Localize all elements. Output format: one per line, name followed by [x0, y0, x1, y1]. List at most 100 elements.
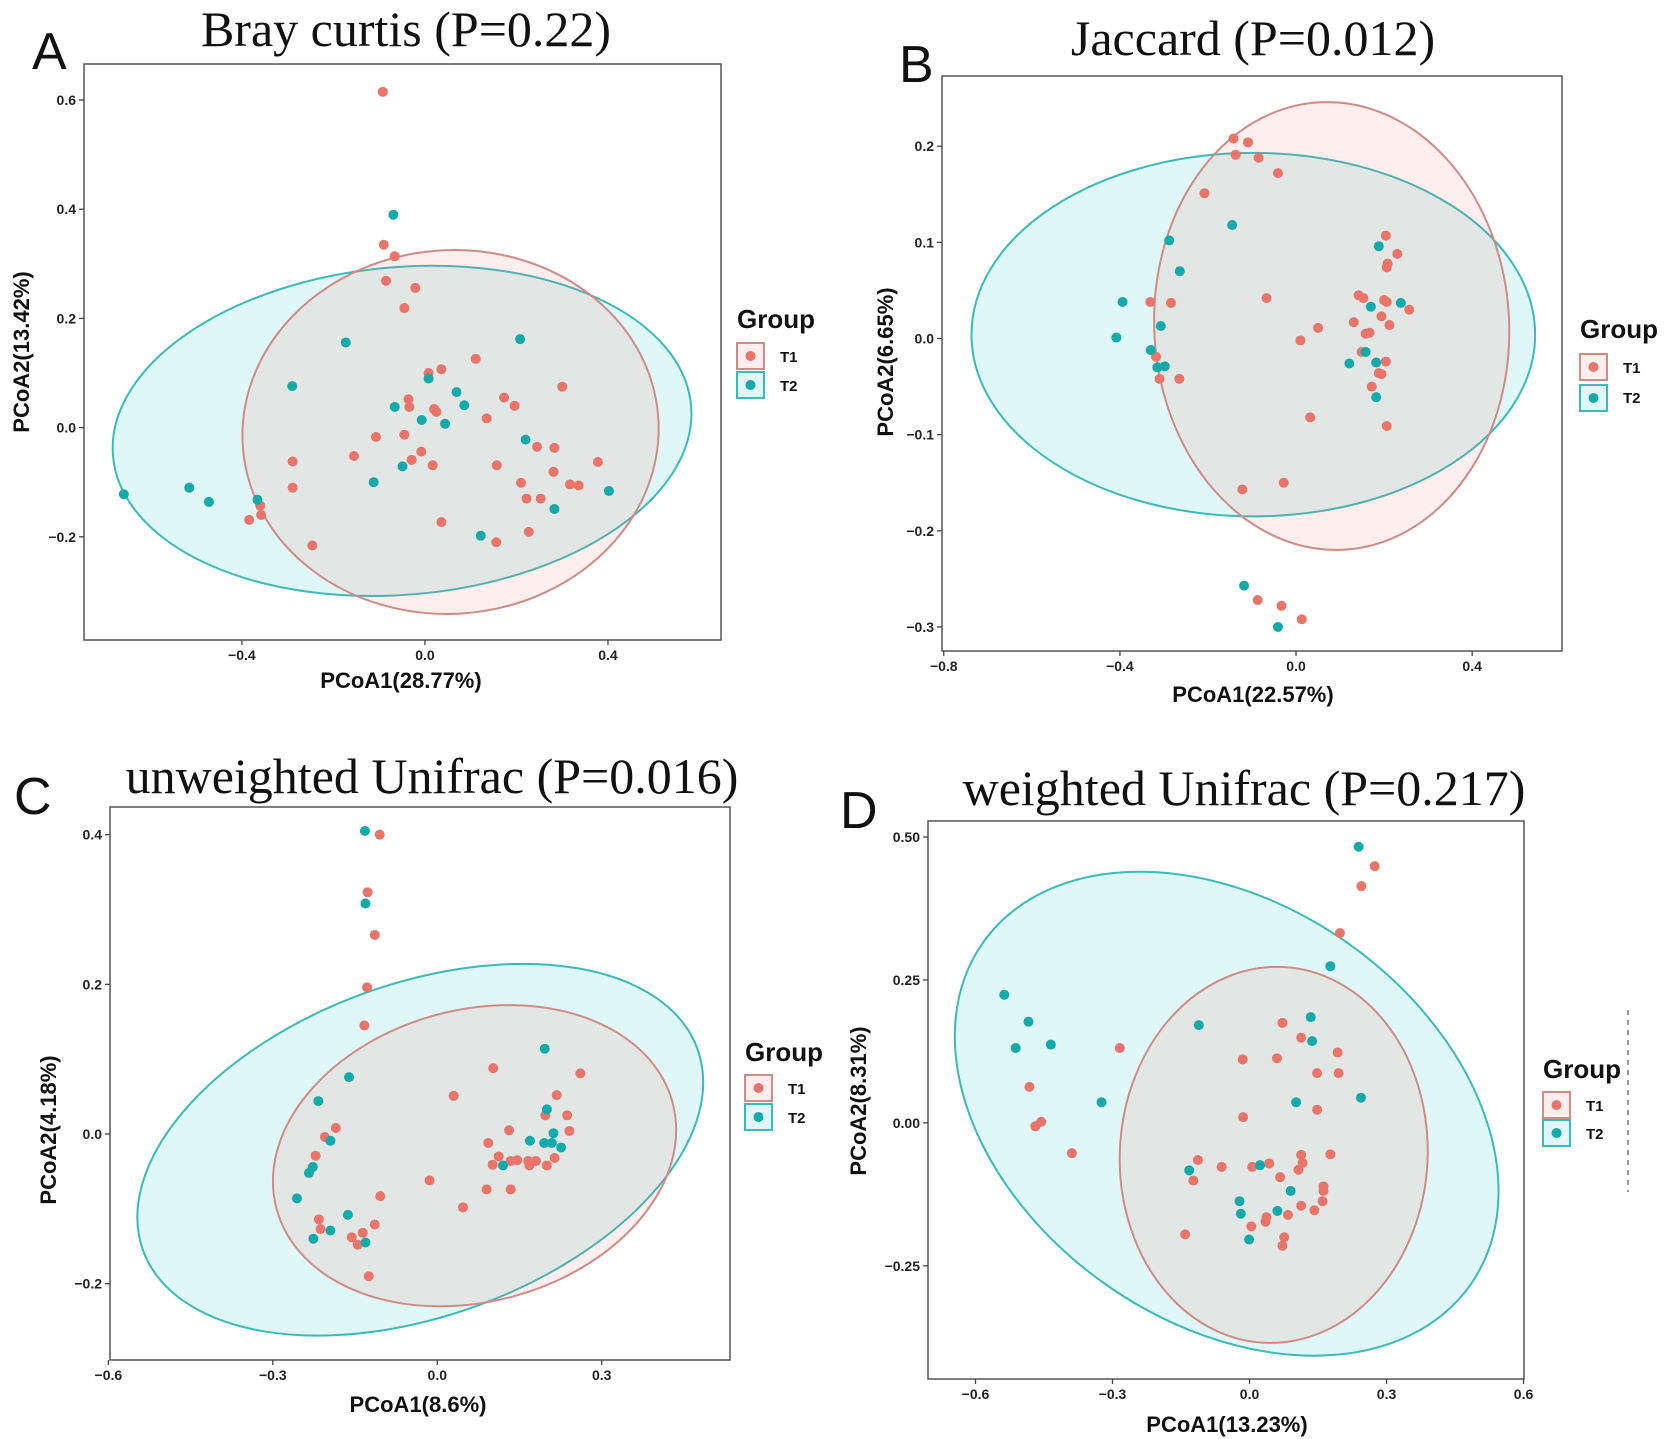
- data-point-t2: [1307, 1036, 1318, 1047]
- confidence-ellipse-t1: [1153, 101, 1511, 551]
- data-point-t1: [1174, 373, 1185, 384]
- data-point-t2: [1395, 297, 1406, 308]
- data-point-t1: [1247, 1161, 1258, 1172]
- data-point-t1: [352, 1239, 363, 1250]
- confidence-ellipse-t1: [1118, 965, 1429, 1344]
- data-point-t1: [1252, 595, 1263, 606]
- x-tick-label: −0.6: [962, 1386, 990, 1402]
- y-tick-label: 0.2: [57, 310, 77, 326]
- data-point-t2: [388, 209, 399, 220]
- data-point-t1: [1261, 293, 1272, 304]
- data-point-t1: [458, 1202, 469, 1213]
- data-point-t2: [340, 337, 351, 348]
- y-tick-label: −0.2: [48, 529, 76, 545]
- data-point-t1: [491, 537, 502, 548]
- legend-dot-t2: [753, 1112, 764, 1122]
- data-point-t2: [1155, 321, 1166, 331]
- chart-title: Jaccard (P=0.012): [1071, 10, 1435, 66]
- data-point-t1: [509, 400, 520, 411]
- data-point-t2: [1010, 1042, 1021, 1053]
- y-axis-label: PCoA2(6.65%): [873, 287, 898, 436]
- data-point-t1: [483, 1137, 494, 1148]
- x-axis-label: PCoA1(8.6%): [350, 1392, 487, 1417]
- data-point-t1: [1154, 373, 1165, 384]
- data-point-t1: [1376, 369, 1387, 380]
- legend-label-t2: T2: [1623, 390, 1641, 407]
- y-tick-label: 0.0: [83, 1126, 103, 1142]
- data-point-t1: [1333, 1068, 1344, 1079]
- chart-title: unweighted Unifrac (P=0.016): [126, 748, 739, 804]
- data-point-t2: [999, 989, 1010, 1000]
- data-point-t1: [362, 887, 373, 898]
- data-point-t1: [1313, 322, 1324, 333]
- data-point-t2: [325, 1135, 336, 1146]
- x-axis-label: PCoA1(22.57%): [1172, 682, 1333, 707]
- data-point-t1: [378, 239, 389, 250]
- data-point-t2: [459, 400, 470, 411]
- chart-title: Bray curtis (P=0.22): [201, 1, 611, 57]
- legend-label-t1: T1: [1586, 1098, 1604, 1115]
- data-point-t2: [1045, 1039, 1056, 1050]
- legend-title: Group: [737, 304, 815, 334]
- data-point-t1: [399, 429, 410, 440]
- y-tick-label: 0.6: [57, 92, 77, 108]
- legend-label-t2: T2: [1586, 1126, 1604, 1143]
- plot-background: [110, 807, 730, 1360]
- chart-title: weighted Unifrac (P=0.217): [963, 760, 1526, 816]
- legend-dot-t1: [745, 351, 756, 361]
- data-point-t1: [1165, 297, 1176, 308]
- data-point-t2: [1023, 1016, 1034, 1027]
- legend-dot-t1: [753, 1083, 764, 1093]
- data-point-t1: [1279, 1232, 1290, 1243]
- data-point-t1: [1216, 1161, 1227, 1172]
- data-point-t1: [1253, 152, 1264, 163]
- data-point-t2: [287, 381, 298, 392]
- y-tick-label: 0.00: [893, 1115, 920, 1131]
- data-point-t1: [1293, 1164, 1304, 1175]
- data-point-t1: [313, 1214, 324, 1225]
- y-tick-label: 0.25: [893, 972, 920, 988]
- data-point-t1: [1318, 1185, 1329, 1196]
- data-point-t1: [1199, 188, 1210, 199]
- confidence-ellipse-t2: [970, 151, 1537, 518]
- data-point-t2: [548, 1128, 559, 1139]
- data-point-t1: [532, 441, 543, 452]
- data-point-t1: [1230, 149, 1241, 160]
- data-point-t2: [184, 482, 195, 493]
- data-point-t1: [493, 1151, 504, 1162]
- data-point-t1: [1358, 293, 1369, 304]
- y-tick-label: 0.0: [57, 420, 77, 436]
- data-point-t1: [1114, 1042, 1125, 1053]
- data-point-t2: [308, 1233, 319, 1244]
- data-point-t1: [1296, 1149, 1307, 1160]
- data-point-t1: [1066, 1148, 1077, 1159]
- data-point-t1: [1188, 1175, 1199, 1186]
- plot-border: [109, 806, 731, 1361]
- data-point-t1: [436, 517, 447, 528]
- data-point-t1: [1380, 356, 1391, 367]
- data-point-t2: [1255, 1160, 1266, 1171]
- legend-label-t1: T1: [1623, 360, 1641, 377]
- confidence-ellipse-t2: [136, 962, 705, 1337]
- plot-area: −0.6 −0.3 0.0 0.3 −0.2 0.0 0.2 0.4: [74, 806, 731, 1383]
- data-point-t1: [499, 392, 510, 403]
- data-point-t2: [1152, 362, 1163, 373]
- panel-letter: D: [840, 782, 878, 840]
- data-point-t1: [548, 466, 559, 477]
- data-point-t2: [1371, 357, 1382, 368]
- plot-border: [941, 75, 1563, 652]
- data-point-t2: [1272, 621, 1283, 632]
- data-point-t1: [406, 454, 417, 465]
- data-point-t1: [491, 460, 502, 471]
- data-point-t1: [287, 456, 298, 467]
- data-point-t1: [481, 1184, 492, 1195]
- data-point-t2: [313, 1096, 324, 1107]
- data-point-t2: [549, 503, 560, 514]
- data-point-t1: [551, 1090, 562, 1101]
- data-point-t1: [1332, 1047, 1343, 1058]
- data-point-t1: [1272, 168, 1283, 179]
- data-point-t1: [256, 509, 267, 520]
- y-tick-label: 0.4: [57, 201, 77, 217]
- x-tick-label: 0.4: [598, 647, 618, 663]
- data-point-t2: [344, 1072, 355, 1083]
